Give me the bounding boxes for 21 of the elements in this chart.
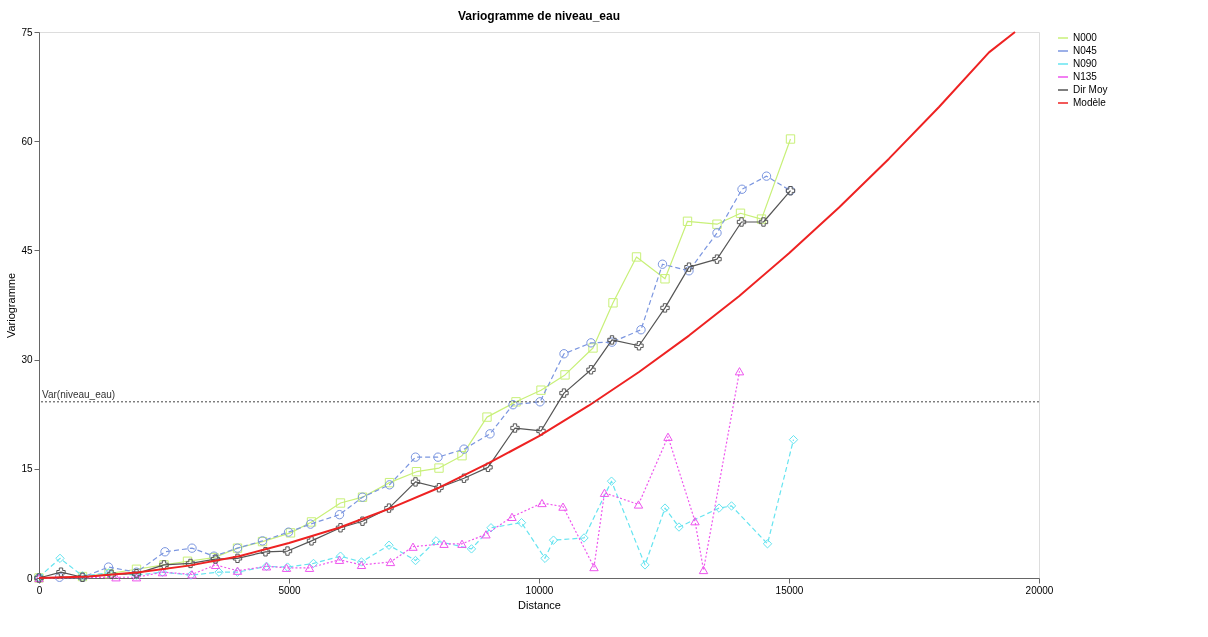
y-tick-label: 45 [21, 244, 33, 256]
legend-label: N135 [1073, 71, 1098, 82]
x-tick-label: 20000 [1025, 584, 1054, 596]
y-tick-label: 30 [21, 354, 33, 366]
x-tick-label: 15000 [775, 584, 804, 596]
legend-label: N090 [1073, 58, 1098, 69]
x-tick-label: 0 [36, 584, 43, 596]
y-tick-label: 60 [21, 135, 33, 147]
legend-label: Modèle [1073, 97, 1107, 108]
legend-label: N045 [1073, 45, 1098, 56]
y-tick-label: 15 [21, 463, 33, 475]
ref-line-label: Var(niveau_eau) [42, 388, 116, 400]
chart-title: Variogramme de niveau_eau [457, 9, 621, 23]
x-axis-title: Distance [518, 598, 561, 611]
legend-label: N000 [1073, 32, 1098, 43]
y-tick-label: 75 [21, 26, 33, 38]
y-axis-title: Variogramme [5, 272, 18, 339]
legend-label: Dir Moy [1073, 84, 1108, 95]
x-tick-label: 5000 [278, 584, 302, 596]
x-tick-label: 10000 [525, 584, 554, 596]
y-tick-label: 0 [26, 572, 33, 584]
